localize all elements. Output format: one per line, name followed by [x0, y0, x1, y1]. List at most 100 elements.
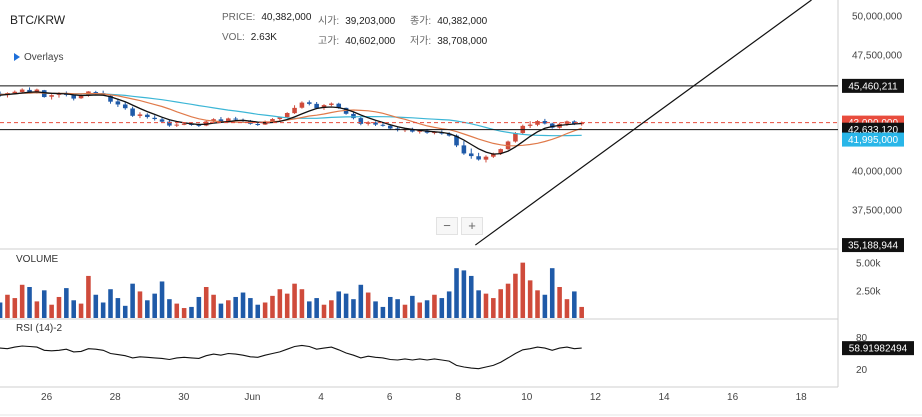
candle-body [270, 119, 275, 122]
volume-bar [439, 298, 445, 318]
candle-body [152, 117, 157, 120]
volume-bar [432, 294, 437, 318]
candle-body [549, 123, 555, 128]
volume-bar [167, 299, 172, 318]
candle-body [329, 103, 334, 105]
volume-bar [446, 291, 452, 318]
volume-tick-label: 5.00k [856, 259, 881, 270]
symbol-title: BTC/KRW [10, 13, 66, 27]
candle-body [189, 124, 194, 125]
volume-bar [380, 306, 386, 318]
volume-bar [373, 301, 378, 318]
volume-bar [41, 290, 47, 318]
candle-body [461, 145, 467, 154]
rsi-value-label: 58.91982494 [849, 344, 908, 355]
zoom-out-button[interactable]: − [436, 217, 458, 235]
volume-bar [145, 300, 150, 318]
volume-bar [196, 296, 202, 318]
date-tick-label: 30 [178, 392, 190, 403]
candle-body [446, 133, 452, 136]
candle-body [380, 124, 386, 126]
volume-bar [358, 284, 364, 318]
rsi-value-tag [842, 341, 914, 356]
date-tick-label: Jun [244, 392, 260, 403]
volume-bar [513, 273, 518, 318]
candle-body [115, 101, 121, 105]
volume-bar [535, 290, 540, 318]
candle-body [358, 118, 364, 124]
volume-bar [0, 302, 3, 318]
candle-body [432, 132, 437, 134]
candle-body [218, 119, 224, 122]
candle-body [12, 91, 18, 94]
price-tags: 45,460,21143,090,00042,633,12041,995,000… [842, 78, 914, 356]
volume-bar [336, 291, 342, 318]
volume-bar [174, 303, 180, 318]
candle-body [159, 119, 165, 122]
candle-body [292, 107, 297, 114]
candle-body [513, 132, 518, 142]
volume-bar [564, 299, 570, 318]
high-readout: 고가: 40,602,000 [318, 36, 396, 47]
volume-bar [189, 306, 194, 318]
date-tick-label: 8 [455, 392, 461, 403]
volume-bar [240, 292, 246, 318]
volume-readout: VOL: 2.63K [222, 32, 277, 43]
zoom-in-button[interactable]: + [461, 217, 483, 235]
price-tag-label: 41,995,000 [848, 135, 898, 146]
price-tag-label: 35,188,944 [848, 241, 898, 252]
open-readout: 시가: 39,203,000 [318, 16, 396, 27]
candle-body [108, 95, 113, 102]
moving-averages [0, 91, 582, 155]
price-tag-label: 42,633,120 [848, 125, 898, 136]
volume-bar [579, 306, 584, 318]
rsi-panel-title: RSI (14)-2 [13, 323, 66, 334]
candle-body [284, 112, 290, 118]
volume-bar [461, 270, 467, 318]
overlays-toggle[interactable]: Overlays [14, 52, 63, 63]
drawn-lines[interactable] [0, 0, 838, 246]
price-tick-label: 50,000,000 [852, 12, 902, 23]
volume-bar [108, 289, 113, 318]
volume-bar [424, 300, 430, 318]
candle-body [373, 122, 378, 125]
volume-bar [270, 295, 275, 318]
volume-bar [498, 289, 503, 318]
candle-body [314, 103, 319, 109]
volume-bar [12, 298, 18, 318]
candle-body [167, 121, 172, 126]
candle-body [277, 117, 283, 120]
volume-bar [387, 296, 393, 318]
candle-body [527, 124, 533, 126]
candle-body [27, 89, 32, 93]
price-tick-label: 47,500,000 [852, 50, 902, 61]
volume-bar [226, 300, 231, 318]
volume-bar [307, 301, 312, 318]
rsi-line [0, 344, 582, 370]
candle-body [34, 89, 40, 93]
rsi-tick-label: 20 [856, 365, 868, 376]
volume-tick-label: 2.50k [856, 286, 881, 297]
date-tick-label: 28 [110, 392, 122, 403]
volume-bar [56, 296, 62, 318]
candle-body [351, 113, 356, 119]
date-tick-label: 18 [796, 392, 808, 403]
candle-body [211, 119, 216, 122]
volume-bar [93, 294, 99, 318]
candle-body [93, 92, 99, 94]
volume-bar [491, 298, 496, 318]
price-tag [842, 238, 904, 253]
candle-body [122, 104, 128, 109]
volume-bar [115, 298, 121, 318]
low-readout: 저가: 38,708,000 [410, 36, 488, 47]
volume-bar [365, 292, 371, 318]
price-tick-label: 40,000,000 [852, 167, 902, 178]
price-tag [842, 132, 904, 147]
volume-bar [284, 293, 290, 318]
volume-bar [19, 284, 25, 318]
volume-bar [122, 305, 128, 318]
volume-bar [468, 275, 474, 318]
candle-body [137, 114, 143, 116]
volume-bar [351, 299, 356, 318]
